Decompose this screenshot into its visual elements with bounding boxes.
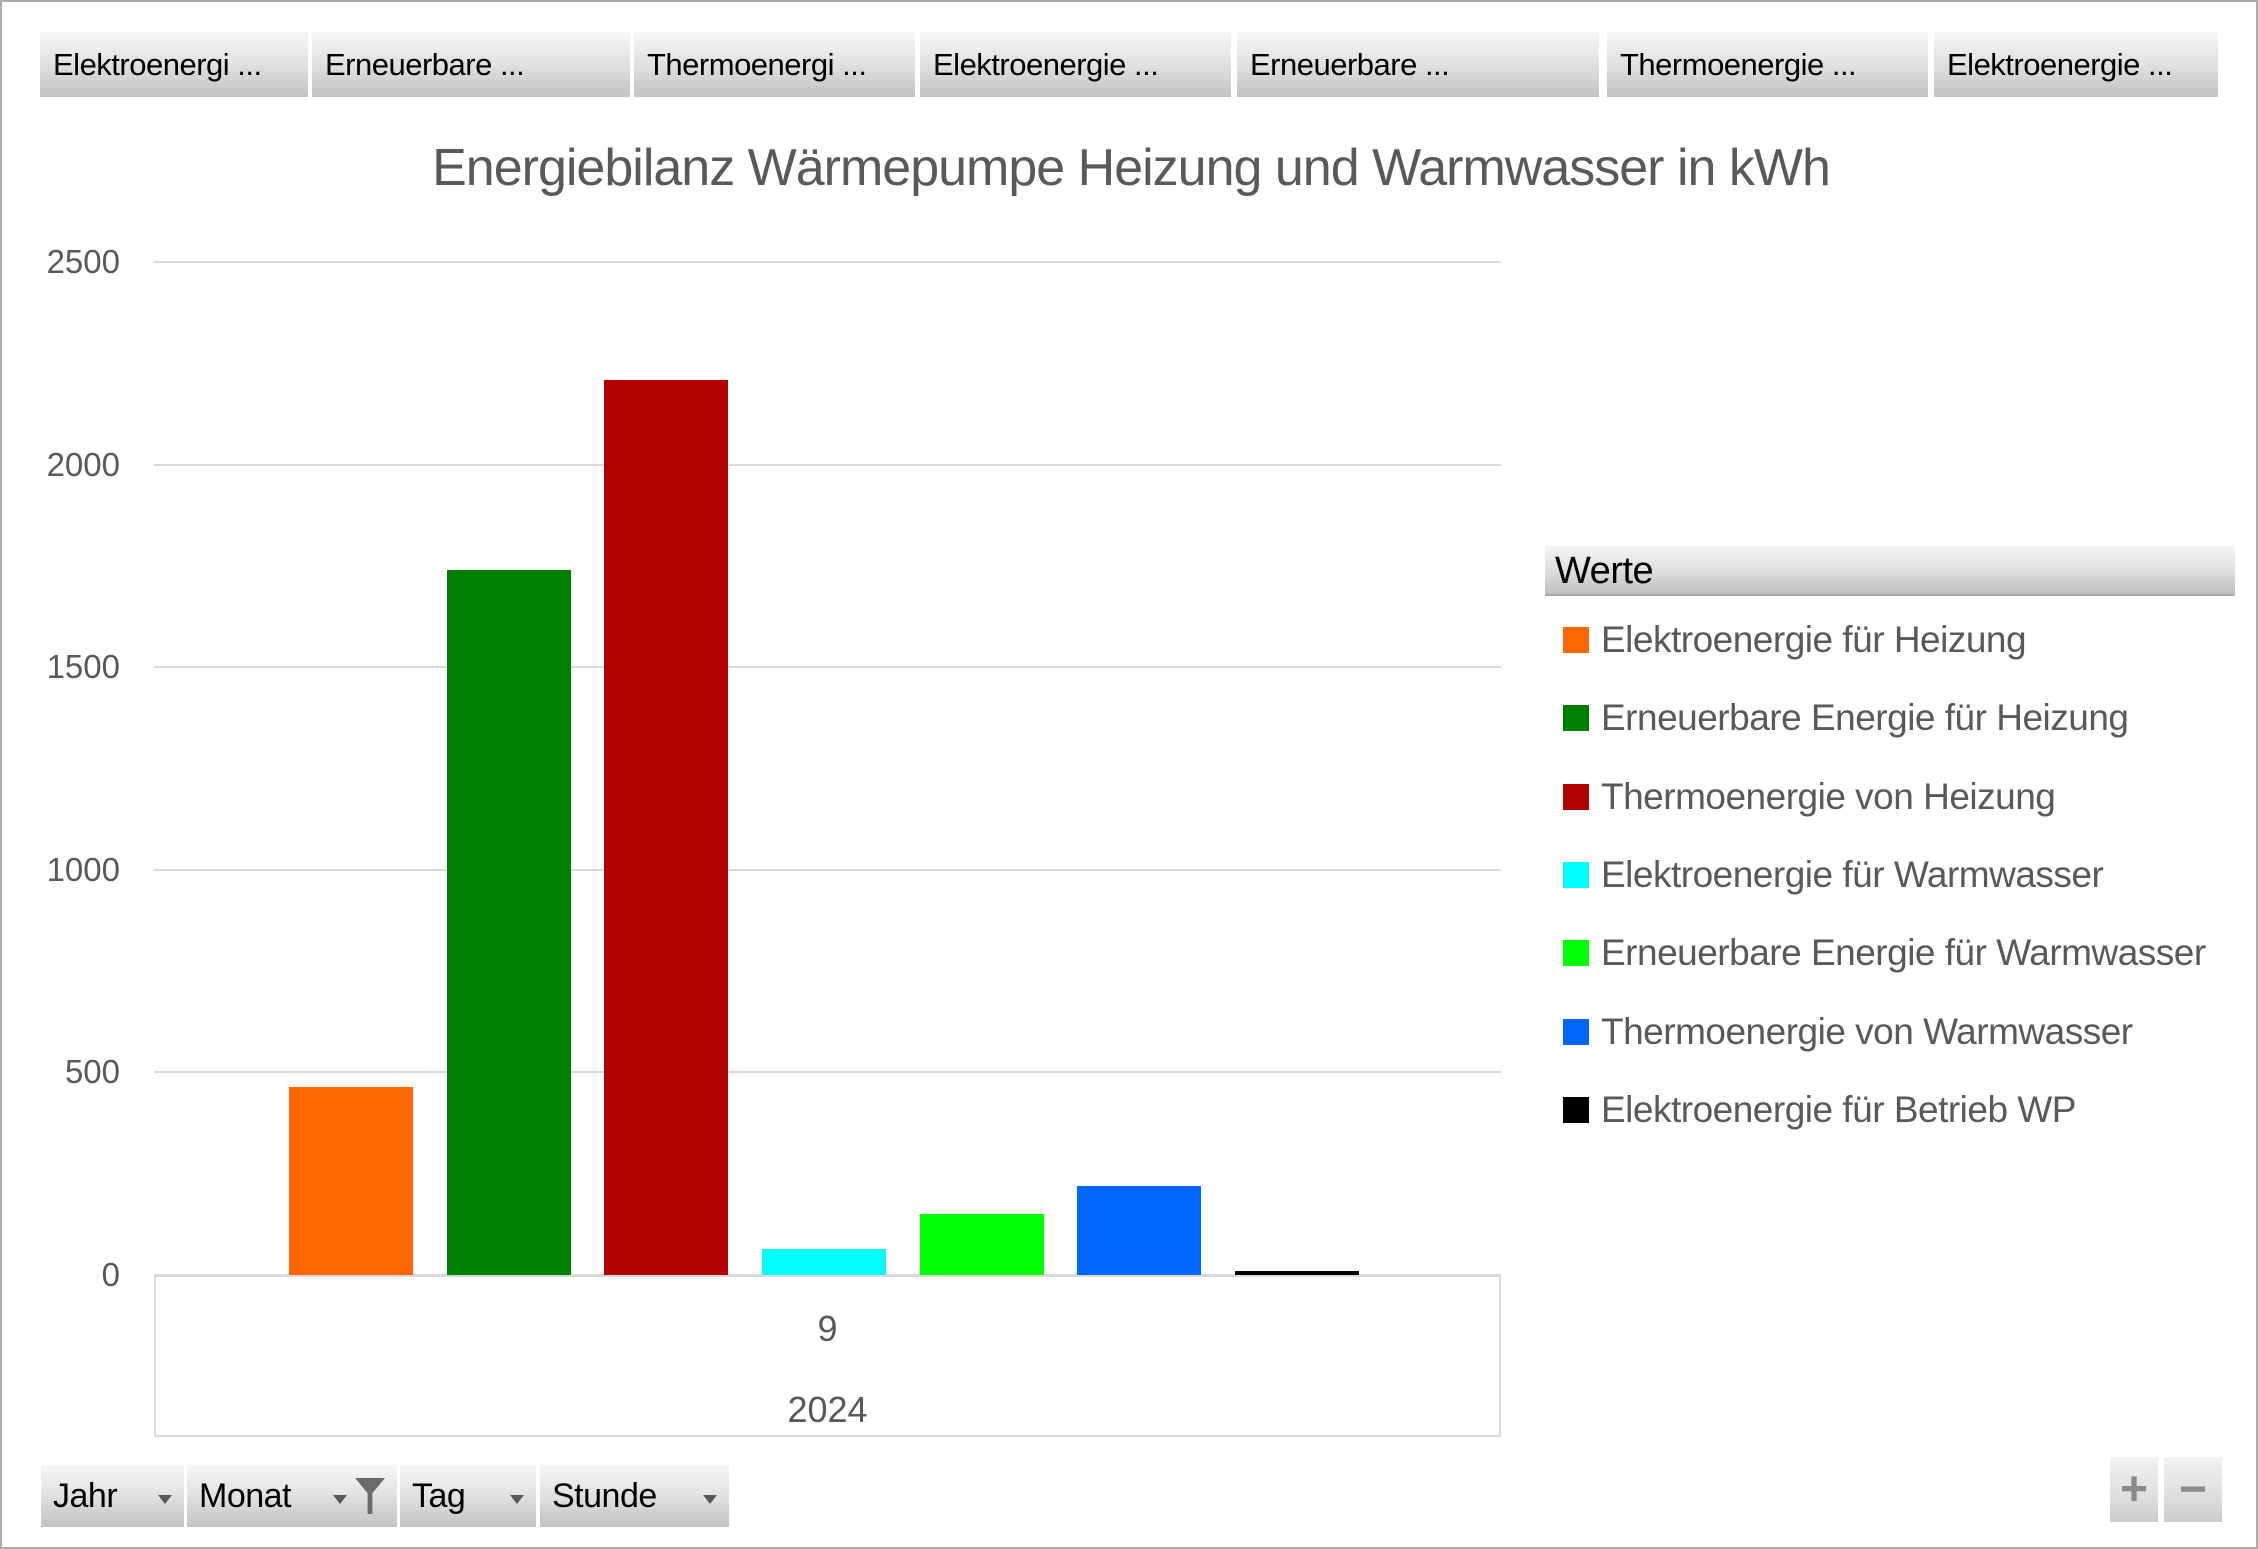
field-button-label: Thermoenergi ... [647,46,867,82]
bar-3 [604,380,728,1275]
y-axis-tick-label: 0 [101,1256,120,1293]
legend-swatch-icon [1563,940,1589,966]
filter-button-label: Stunde [552,1476,657,1515]
legend-item-2: Erneuerbare Energie für Heizung [1563,697,2129,738]
legend-swatch-icon [1563,784,1589,810]
filter-button-jahr[interactable]: Jahr [41,1465,184,1527]
field-button-label: Erneuerbare ... [325,46,525,82]
field-button-4[interactable]: Elektroenergie ... [920,32,1231,97]
legend-item-label: Elektroenergie für Betrieb WP [1601,1089,2076,1130]
field-button-3[interactable]: Thermoenergi ... [634,32,915,97]
bar-4 [762,1249,886,1275]
legend-item-label: Thermoenergie von Heizung [1601,776,2056,817]
field-button-7[interactable]: Elektroenergie ... [1934,32,2218,97]
chevron-down-icon [510,1494,524,1504]
filter-button-stunde[interactable]: Stunde [540,1465,729,1527]
zoom-out-button[interactable]: − [2164,1457,2222,1522]
field-button-5[interactable]: Erneuerbare ... [1237,32,1599,97]
bar-5 [920,1214,1044,1275]
legend-item-3: Thermoenergie von Heizung [1563,776,2056,817]
legend-item-1: Elektroenergie für Heizung [1563,619,2027,660]
legend-item-label: Elektroenergie für Heizung [1601,619,2027,660]
chevron-down-icon [333,1494,347,1504]
legend-swatch-icon [1563,705,1589,731]
bar-6 [1077,1186,1201,1275]
y-axis-tick-label: 1500 [46,648,120,686]
legend-item-5: Erneuerbare Energie für Warmwasser [1563,932,2206,973]
category-month-label: 9 [817,1308,838,1349]
field-button-2[interactable]: Erneuerbare ... [312,32,630,97]
y-axis-tick-label: 2000 [46,445,120,483]
bar-7 [1235,1271,1359,1275]
legend-swatch-icon [1563,1097,1589,1123]
legend-item-7: Elektroenergie für Betrieb WP [1563,1089,2076,1130]
field-button-label: Elektroenergi ... [53,46,262,82]
field-button-label: Erneuerbare ... [1250,46,1450,82]
y-axis-tick-label: 500 [64,1053,120,1091]
filter-button-label: Monat [199,1476,292,1515]
y-axis-tick-label: 1000 [46,850,120,888]
field-button-label: Elektroenergie ... [1947,46,2173,82]
filter-button-tag[interactable]: Tag [400,1465,536,1527]
zoom-in-button[interactable]: + [2110,1457,2158,1522]
y-axis-tick-label: 2500 [46,243,120,280]
gridline-1000 [154,868,1501,871]
minus-icon: − [2178,1463,2208,1516]
legend-item-label: Thermoenergie von Warmwasser [1601,1011,2133,1052]
filter-button-monat[interactable]: Monat [187,1465,397,1527]
bar-1 [289,1087,413,1275]
field-button-label: Elektroenergie ... [933,46,1159,82]
legend-item-label: Elektroenergie für Warmwasser [1601,854,2104,895]
legend-swatch-icon [1563,862,1589,888]
legend-item-6: Thermoenergie von Warmwasser [1563,1011,2133,1052]
legend-item-4: Elektroenergie für Warmwasser [1563,854,2104,895]
legend-swatch-icon [1563,627,1589,653]
gridline-1500 [154,666,1501,669]
field-button-6[interactable]: Thermoenergie ... [1607,32,1928,97]
filter-button-label: Jahr [53,1476,118,1515]
legend-header: Werte [1545,546,2235,596]
field-button-label: Thermoenergie ... [1620,46,1857,82]
legend-swatch-icon [1563,1019,1589,1045]
bar-2 [447,570,571,1275]
category-axis-box: 9 2024 [154,1275,1501,1437]
category-year-label: 2024 [787,1389,868,1430]
field-button-1[interactable]: Elektroenergi ... [40,32,308,97]
gridline-2000 [154,463,1501,466]
chevron-down-icon [703,1494,717,1504]
plus-icon: + [2119,1463,2149,1516]
gridline-2500 [154,261,1501,263]
filter-button-label: Tag [412,1476,466,1515]
legend-item-label: Erneuerbare Energie für Warmwasser [1601,932,2206,973]
filter-funnel-icon [355,1478,385,1514]
gridline-500 [154,1071,1501,1074]
chart-title: Energiebilanz Wärmepumpe Heizung und War… [432,139,1831,197]
legend-item-label: Erneuerbare Energie für Heizung [1601,697,2129,738]
chevron-down-icon [158,1494,172,1504]
